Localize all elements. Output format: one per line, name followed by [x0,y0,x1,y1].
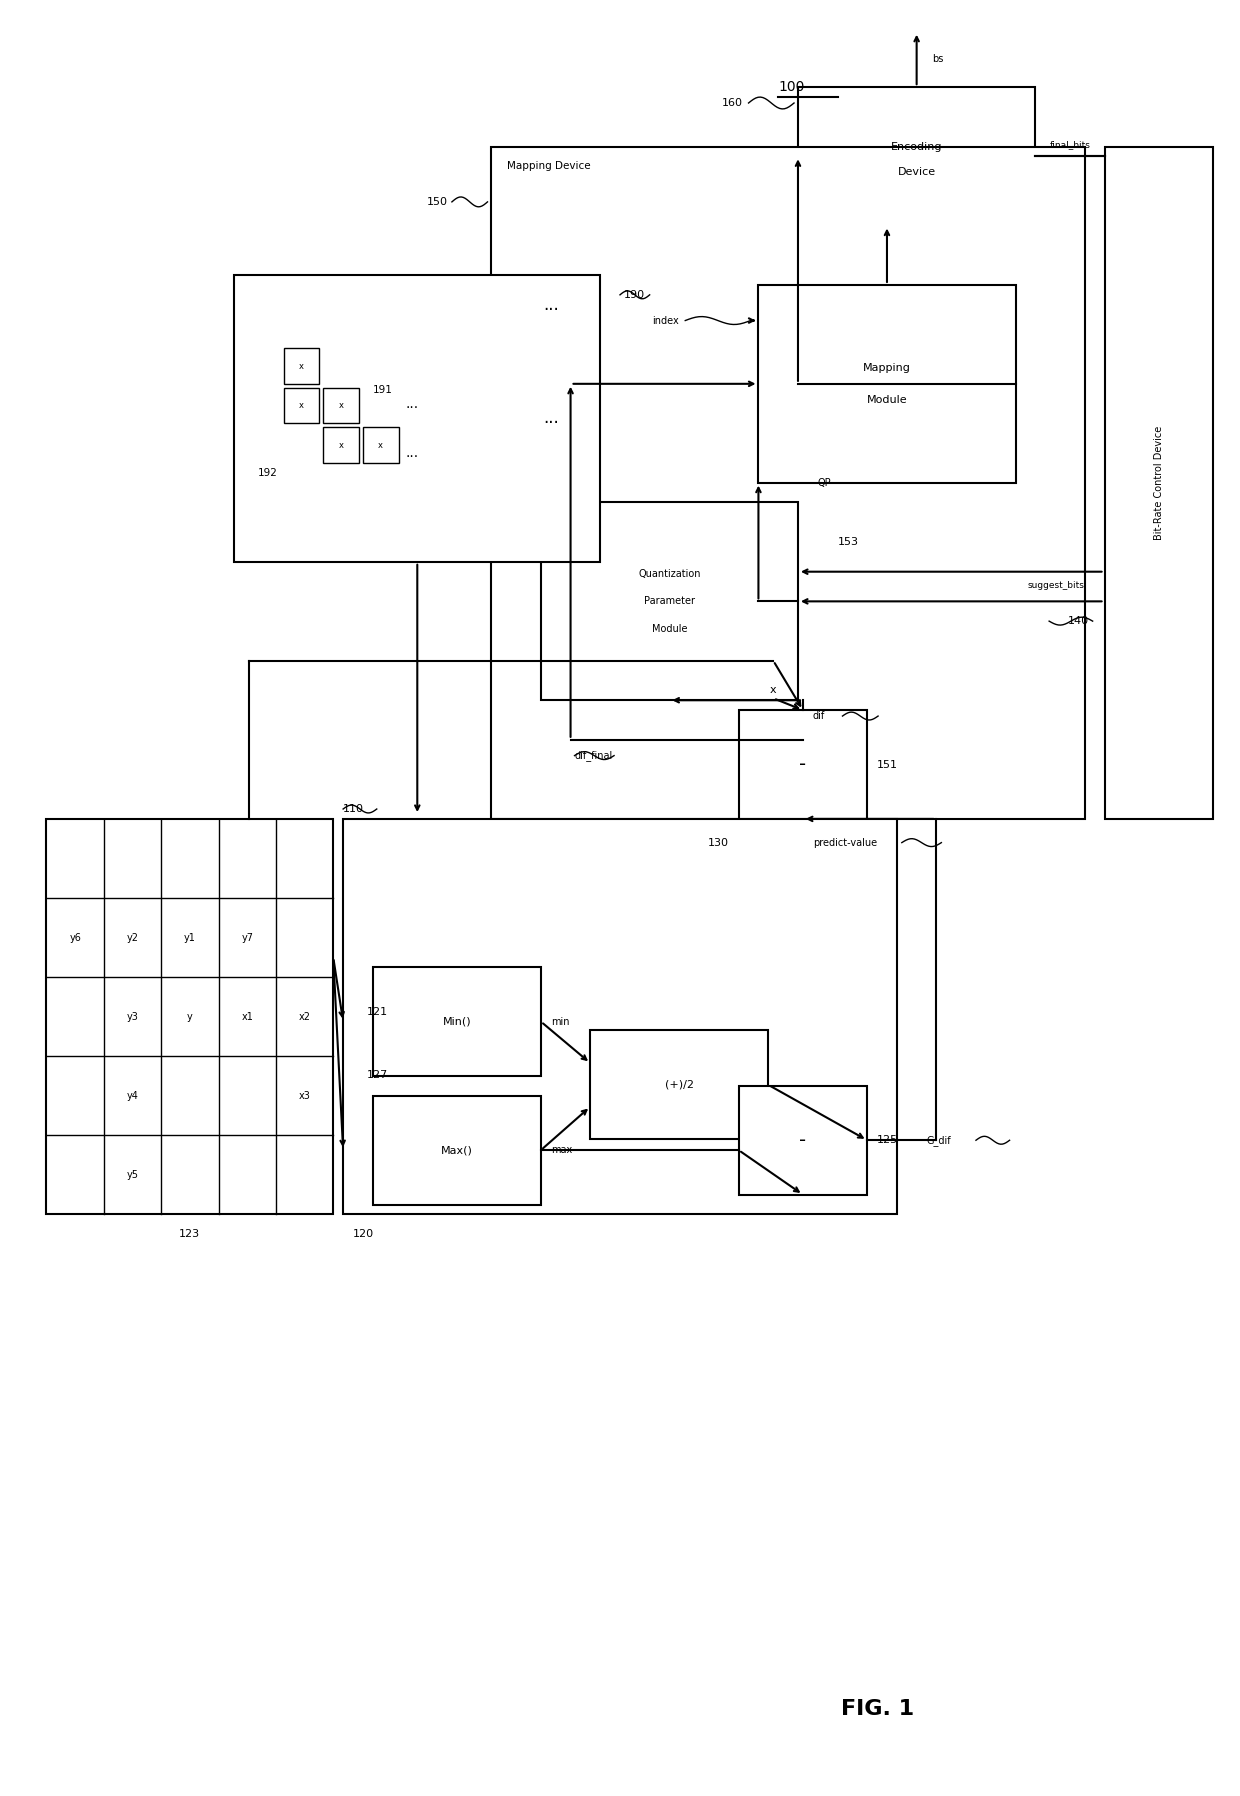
Text: Encoding: Encoding [890,142,942,151]
Text: 121: 121 [367,1008,388,1017]
Bar [1105,147,1213,819]
Text: final_bits: final_bits [1049,140,1090,149]
Text: 110: 110 [343,805,365,814]
Bar [284,348,320,384]
Text: x3: x3 [299,1090,310,1101]
Text: y5: y5 [126,1169,139,1180]
Text: 150: 150 [427,198,448,207]
Text: 125: 125 [877,1135,898,1146]
Text: x: x [339,401,343,409]
Text: FIG. 1: FIG. 1 [841,1699,914,1719]
Text: 130: 130 [708,837,729,848]
Text: y2: y2 [126,932,139,943]
Text: max: max [551,1146,572,1155]
Bar [799,88,1035,226]
Bar [234,275,600,562]
Text: x: x [770,686,776,695]
Text: x2: x2 [299,1011,310,1022]
Text: 120: 120 [353,1228,374,1239]
Text: ...: ... [543,296,559,314]
Text: G_dif: G_dif [926,1135,951,1146]
Text: 140: 140 [1068,616,1089,627]
Text: 100: 100 [779,81,805,93]
Text: Mapping: Mapping [863,363,911,374]
Text: y7: y7 [242,932,253,943]
Text: y1: y1 [184,932,196,943]
Text: x: x [339,440,343,449]
Bar [739,1087,867,1194]
Text: Device: Device [898,167,936,178]
Text: ...: ... [405,397,419,411]
Text: 153: 153 [837,537,858,548]
Bar [759,286,1016,483]
Text: (+)/2: (+)/2 [665,1079,694,1090]
Bar [284,388,320,424]
Text: Min(): Min() [443,1017,471,1027]
Text: x: x [299,401,304,409]
Bar [739,709,867,819]
Bar [46,819,334,1214]
Bar [491,147,1085,819]
Bar [324,388,358,424]
Text: x: x [378,440,383,449]
Bar [343,819,897,1214]
Text: -: - [800,754,806,774]
Text: index: index [652,316,680,325]
Text: 151: 151 [877,760,898,769]
Text: y4: y4 [126,1090,139,1101]
Text: 191: 191 [373,384,393,395]
Text: min: min [551,1017,569,1027]
Text: dif_final: dif_final [574,751,613,762]
Text: ...: ... [543,409,559,427]
Text: x1: x1 [242,1011,253,1022]
Bar [363,427,398,463]
Text: 160: 160 [722,99,743,108]
Text: bs: bs [932,54,944,65]
Text: Mapping Device: Mapping Device [507,162,591,171]
Text: y6: y6 [69,932,81,943]
Text: Module: Module [652,623,687,634]
Text: Quantization: Quantization [639,569,701,578]
Text: y3: y3 [126,1011,139,1022]
Text: 192: 192 [258,467,278,478]
Text: 123: 123 [180,1228,201,1239]
Text: Bit-Rate Control Device: Bit-Rate Control Device [1154,426,1164,541]
Text: Module: Module [867,395,908,404]
Text: QP: QP [817,478,831,489]
Text: predict-value: predict-value [812,837,877,848]
Text: Parameter: Parameter [644,596,694,607]
Text: dif: dif [812,711,825,720]
Bar [590,1031,769,1139]
Text: 190: 190 [624,289,645,300]
Text: Max(): Max() [441,1146,472,1155]
Bar [373,1096,541,1205]
Text: ...: ... [405,445,419,460]
Text: -: - [800,1131,806,1149]
Text: suggest_bits: suggest_bits [1028,582,1085,591]
Text: 127: 127 [367,1070,388,1079]
Bar [373,968,541,1076]
Bar [541,503,799,700]
Bar [324,427,358,463]
Text: y: y [187,1011,192,1022]
Text: x: x [299,361,304,370]
